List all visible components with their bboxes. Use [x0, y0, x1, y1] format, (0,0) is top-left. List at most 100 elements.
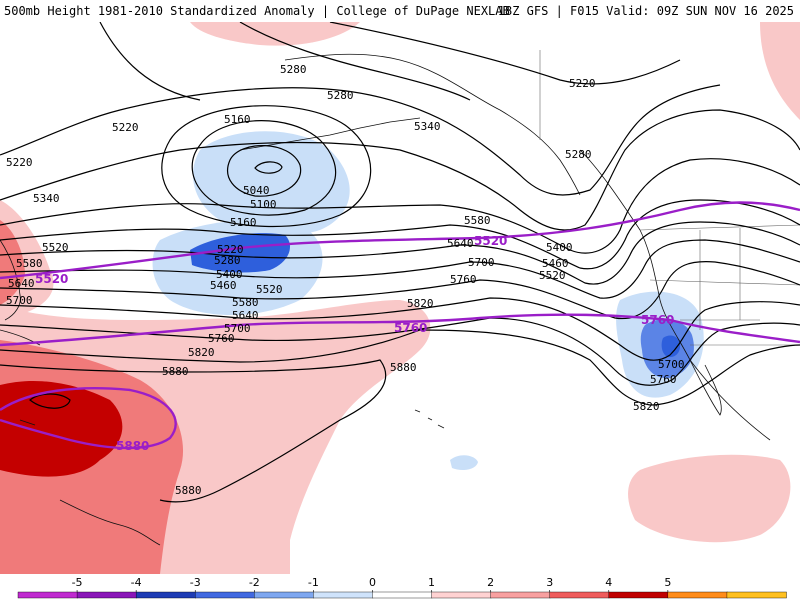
negative-anomaly-pacific-speck [450, 455, 478, 470]
contour-label: 5580 [232, 296, 259, 309]
colorbar-swatch [135, 591, 196, 599]
map-header: 500mb Height 1981-2010 Standardized Anom… [0, 0, 800, 22]
colorbar-tick-label: 0 [369, 576, 376, 589]
positive-anomaly-se [628, 454, 791, 543]
contour-5100-ring [227, 145, 302, 197]
contour-label: 5580 [464, 214, 491, 227]
canada-coast [579, 149, 771, 441]
contour-label: 5160 [224, 113, 251, 126]
contour-5340 [0, 109, 800, 231]
positive-anomaly-nw-medium [0, 220, 25, 305]
state-border-3 [649, 279, 800, 286]
colorbar-swatch [76, 591, 137, 599]
colorbar-tick-label: -5 [72, 576, 83, 589]
colorbar-tick-label: -3 [190, 576, 201, 589]
alaska-coast [284, 53, 581, 196]
climo-5880 [0, 387, 177, 450]
contour-5880-ring [29, 393, 71, 409]
colorbar-swatch [549, 591, 610, 599]
climo-5760 [0, 313, 800, 347]
contour-label: 5280 [214, 254, 241, 267]
contour-label: 5880 [162, 365, 189, 378]
climatology-lines [0, 201, 800, 450]
positive-anomaly-north [190, 22, 360, 46]
colorbar-swatch [667, 591, 728, 599]
contour-label: 5820 [633, 400, 660, 413]
contour-label: 5700 [468, 256, 495, 269]
contour-label: 5340 [414, 120, 441, 133]
contour-label: 5220 [569, 77, 596, 90]
contour-5220-top [99, 22, 681, 101]
negative-anomaly-trough-medium [190, 233, 290, 273]
map-title: 500mb Height 1981-2010 Standardized Anom… [4, 4, 510, 18]
colorbar-ticks: -5 -4 -3 -2 -1 0 1 2 3 4 5 [72, 576, 671, 592]
colorbar-swatch [254, 591, 315, 599]
contour-label: 5400 [216, 268, 243, 281]
colorbar-tick-label: -2 [249, 576, 260, 589]
contour-label: 5040 [243, 184, 270, 197]
contour-5040-ring [254, 161, 283, 174]
contour-label: 5880 [390, 361, 417, 374]
positive-anomaly-ne [760, 22, 800, 120]
contour-label: 5460 [542, 257, 569, 270]
aleutian-chain [239, 117, 421, 151]
contour-label: 5280 [327, 89, 354, 102]
contour-label: 5820 [407, 297, 434, 310]
climo-label: 5520 [35, 272, 68, 286]
contour-label: 5400 [546, 241, 573, 254]
coastlines [0, 53, 771, 546]
colorbar-swatch [431, 591, 492, 599]
climo-label: 5760 [641, 313, 674, 327]
contour-label: 5640 [232, 309, 259, 322]
contour-label: 5760 [208, 332, 235, 345]
contour-5820 [0, 329, 800, 406]
climo-label: 5880 [116, 439, 149, 453]
contour-label: 5820 [188, 346, 215, 359]
colorbar-swatch [490, 591, 551, 599]
contour-label: 5460 [210, 279, 237, 292]
contour-label: 5580 [16, 257, 43, 270]
colorbar-tick-label: -4 [131, 576, 142, 589]
contour-label: 5700 [658, 358, 685, 371]
contour-label: 5280 [280, 63, 307, 76]
colorbar-svg: -5 -4 -3 -2 -1 0 1 2 3 4 5 [0, 574, 800, 600]
colorbar-tick-label: 4 [605, 576, 612, 589]
climo-5520 [0, 201, 800, 280]
contour-5640 [0, 260, 800, 320]
colorbar-tick-label: 1 [428, 576, 435, 589]
contour-label: 5340 [33, 192, 60, 205]
contour-label: 5160 [230, 216, 257, 229]
contour-label: 5520 [256, 283, 283, 296]
colorbar-swatch [608, 591, 669, 599]
contour-label: 5100 [250, 198, 277, 211]
colorbar-tick-label: 5 [664, 576, 671, 589]
colorbar-swatch [195, 591, 256, 599]
contour-label: 5640 [447, 237, 474, 250]
colorbar-tick-label: 2 [487, 576, 494, 589]
colorbar-swatch [313, 591, 374, 599]
contour-label: 5640 [8, 277, 35, 290]
colorbar-swatch [17, 591, 78, 599]
contour-label: 5220 [217, 243, 244, 256]
height-contours [0, 22, 800, 503]
baja-california [689, 359, 722, 416]
contour-label: 5220 [112, 121, 139, 134]
contour-5400 [0, 158, 800, 254]
positive-anomaly-dark [0, 380, 123, 477]
contour-5580 [0, 239, 800, 299]
contour-5880 [0, 359, 387, 503]
contour-label: 5220 [6, 156, 33, 169]
hawaii-islands [414, 409, 445, 429]
colorbar-tick-label: -1 [308, 576, 319, 589]
contour-5280-west [0, 84, 721, 196]
contour-5760 [0, 317, 800, 386]
colorbar-swatch [726, 591, 787, 599]
contour-label: 5760 [650, 373, 677, 386]
contour-5280-arc [239, 22, 471, 101]
contour-5160-ring [191, 120, 337, 216]
contour-5460 [0, 199, 800, 270]
us-canada-border [639, 224, 800, 231]
colorbar-tick-label: 3 [546, 576, 553, 589]
colorbar-swatch [372, 591, 433, 599]
contour-labels: 5040 5100 5160 5160 5220 5220 5220 5220 … [6, 63, 685, 497]
